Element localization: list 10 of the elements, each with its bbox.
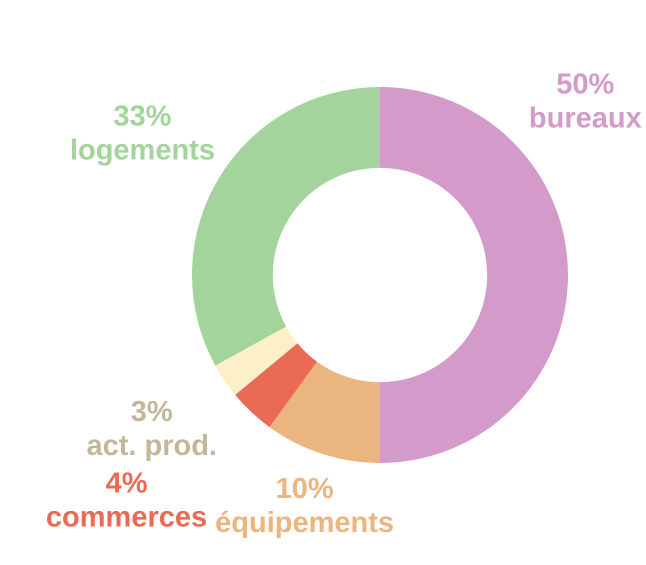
data-label: 10%	[276, 473, 334, 506]
slice-label: commerces	[46, 502, 208, 534]
data-label: 3%	[130, 396, 173, 428]
slice-label: bureaux	[528, 102, 642, 135]
data-label: 33%	[113, 100, 172, 133]
data-label: 50%	[556, 68, 615, 101]
slice-label: act. prod.	[86, 430, 217, 462]
data-label: 4%	[106, 468, 148, 500]
slice-label: logements	[70, 134, 215, 167]
slice-label: équipements	[215, 507, 394, 540]
